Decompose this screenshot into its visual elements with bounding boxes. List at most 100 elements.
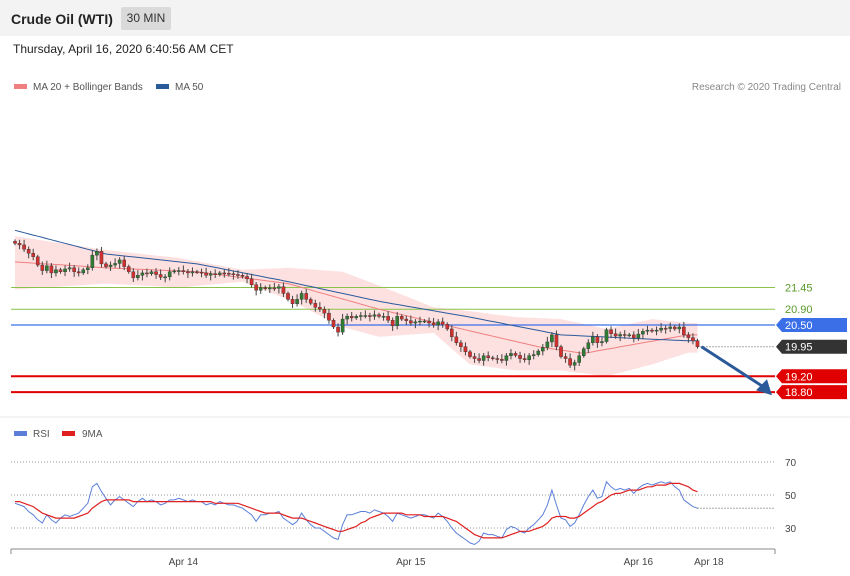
candle-body xyxy=(308,299,313,304)
candle-body xyxy=(636,333,641,339)
forecast-arrow-head xyxy=(756,379,772,396)
ma50-legend-label: MA 50 xyxy=(175,82,204,93)
candle-body xyxy=(586,342,591,349)
candle-body xyxy=(509,353,513,356)
level-tag-support xyxy=(776,385,847,400)
candle-body xyxy=(572,362,577,366)
candle-body xyxy=(672,326,677,330)
rsi-legend-swatch xyxy=(14,431,27,436)
candle-body xyxy=(195,271,199,273)
candle-body xyxy=(172,270,177,273)
candle-body xyxy=(536,350,541,355)
candle-body xyxy=(463,346,468,353)
candle-body xyxy=(459,342,463,347)
x-tick-label: Apr 15 xyxy=(396,557,426,568)
forecast-arrow xyxy=(700,345,772,396)
candle-body xyxy=(22,244,26,250)
level-tag-current xyxy=(776,339,847,354)
rsi-ma-legend-swatch xyxy=(62,431,75,436)
candle-body xyxy=(559,346,563,357)
candle-body xyxy=(641,331,645,335)
candle-body xyxy=(468,351,472,357)
candle-body xyxy=(313,303,318,308)
candle-body xyxy=(377,314,381,317)
candle-body xyxy=(49,265,54,274)
candle-body xyxy=(108,264,113,267)
candle-body xyxy=(176,270,181,272)
candle-body xyxy=(381,316,386,318)
instrument-title: Crude Oil (WTI) xyxy=(11,11,113,27)
candle-body xyxy=(136,275,140,278)
candle-body xyxy=(85,267,90,270)
candle-body xyxy=(413,321,418,324)
candle-body xyxy=(231,273,236,275)
candle-body xyxy=(454,336,459,343)
candle-body xyxy=(531,354,536,356)
candle-body xyxy=(682,326,686,336)
candle-body xyxy=(245,276,249,280)
candle-body xyxy=(240,275,245,277)
bollinger-band-fill xyxy=(15,236,698,377)
candle-body xyxy=(204,272,208,276)
candle-body xyxy=(104,263,108,267)
candle-body xyxy=(272,287,277,290)
candle-body xyxy=(149,271,154,274)
candle-body xyxy=(58,269,63,272)
candle-body xyxy=(45,265,49,271)
candle-body xyxy=(268,287,272,290)
candle-body xyxy=(222,272,227,275)
rsi-panel: 70 50 30 xyxy=(11,458,797,546)
candle-body xyxy=(54,269,58,274)
candle-body xyxy=(286,293,290,300)
interval-badge[interactable]: 30 MIN xyxy=(121,7,171,30)
candle-body xyxy=(618,334,622,337)
candle-body xyxy=(299,293,304,300)
candle-body xyxy=(427,320,431,324)
candle-body xyxy=(609,329,613,334)
candle-body xyxy=(140,272,145,276)
candle-body xyxy=(440,321,445,325)
level-label-support: 19.20 xyxy=(785,371,813,383)
candle-body xyxy=(581,348,586,356)
rsi-tick-label: 50 xyxy=(785,491,797,502)
candle-body xyxy=(650,329,654,332)
level-labels: 21.45 20.90 20.50 19.95 19.20 18.80 xyxy=(776,283,847,400)
candle-body xyxy=(541,347,545,352)
candle-body xyxy=(418,320,422,323)
candle-body xyxy=(304,293,309,300)
ma20-legend-swatch xyxy=(14,84,27,89)
candle-body xyxy=(481,355,486,361)
candle-body xyxy=(600,341,604,343)
ma20-legend-label: MA 20 + Bollinger Bands xyxy=(33,82,143,93)
ma50-legend-swatch xyxy=(156,84,169,89)
candle-body xyxy=(632,334,636,339)
candle-body xyxy=(450,328,454,338)
candle-body xyxy=(368,315,372,317)
x-tick-label: Apr 18 xyxy=(694,557,724,568)
candle-body xyxy=(695,340,700,347)
bollinger-band xyxy=(15,236,698,377)
candle-body xyxy=(445,324,450,330)
candle-body xyxy=(322,309,327,314)
candle-body xyxy=(686,334,691,338)
candlesticks xyxy=(13,239,700,371)
rsi-ma-legend-label: 9MA xyxy=(82,429,103,440)
level-label-pivot: 20.50 xyxy=(785,320,813,332)
candle-body xyxy=(227,273,231,275)
candle-body xyxy=(145,272,149,275)
candle-body xyxy=(604,329,609,342)
candle-body xyxy=(90,254,95,268)
candle-body xyxy=(563,356,568,359)
level-label-support: 18.80 xyxy=(785,387,813,399)
candle-body xyxy=(236,274,240,276)
ma50-line xyxy=(14,229,698,342)
timestamp: Thursday, April 16, 2020 6:40:56 AM CET xyxy=(13,42,234,56)
candle-body xyxy=(277,286,281,289)
candle-body xyxy=(386,316,390,321)
candle-body xyxy=(35,256,40,266)
level-label-resistance: 20.90 xyxy=(785,304,813,316)
candle-body xyxy=(527,355,531,360)
candle-body xyxy=(349,316,354,319)
candle-body xyxy=(95,251,99,256)
